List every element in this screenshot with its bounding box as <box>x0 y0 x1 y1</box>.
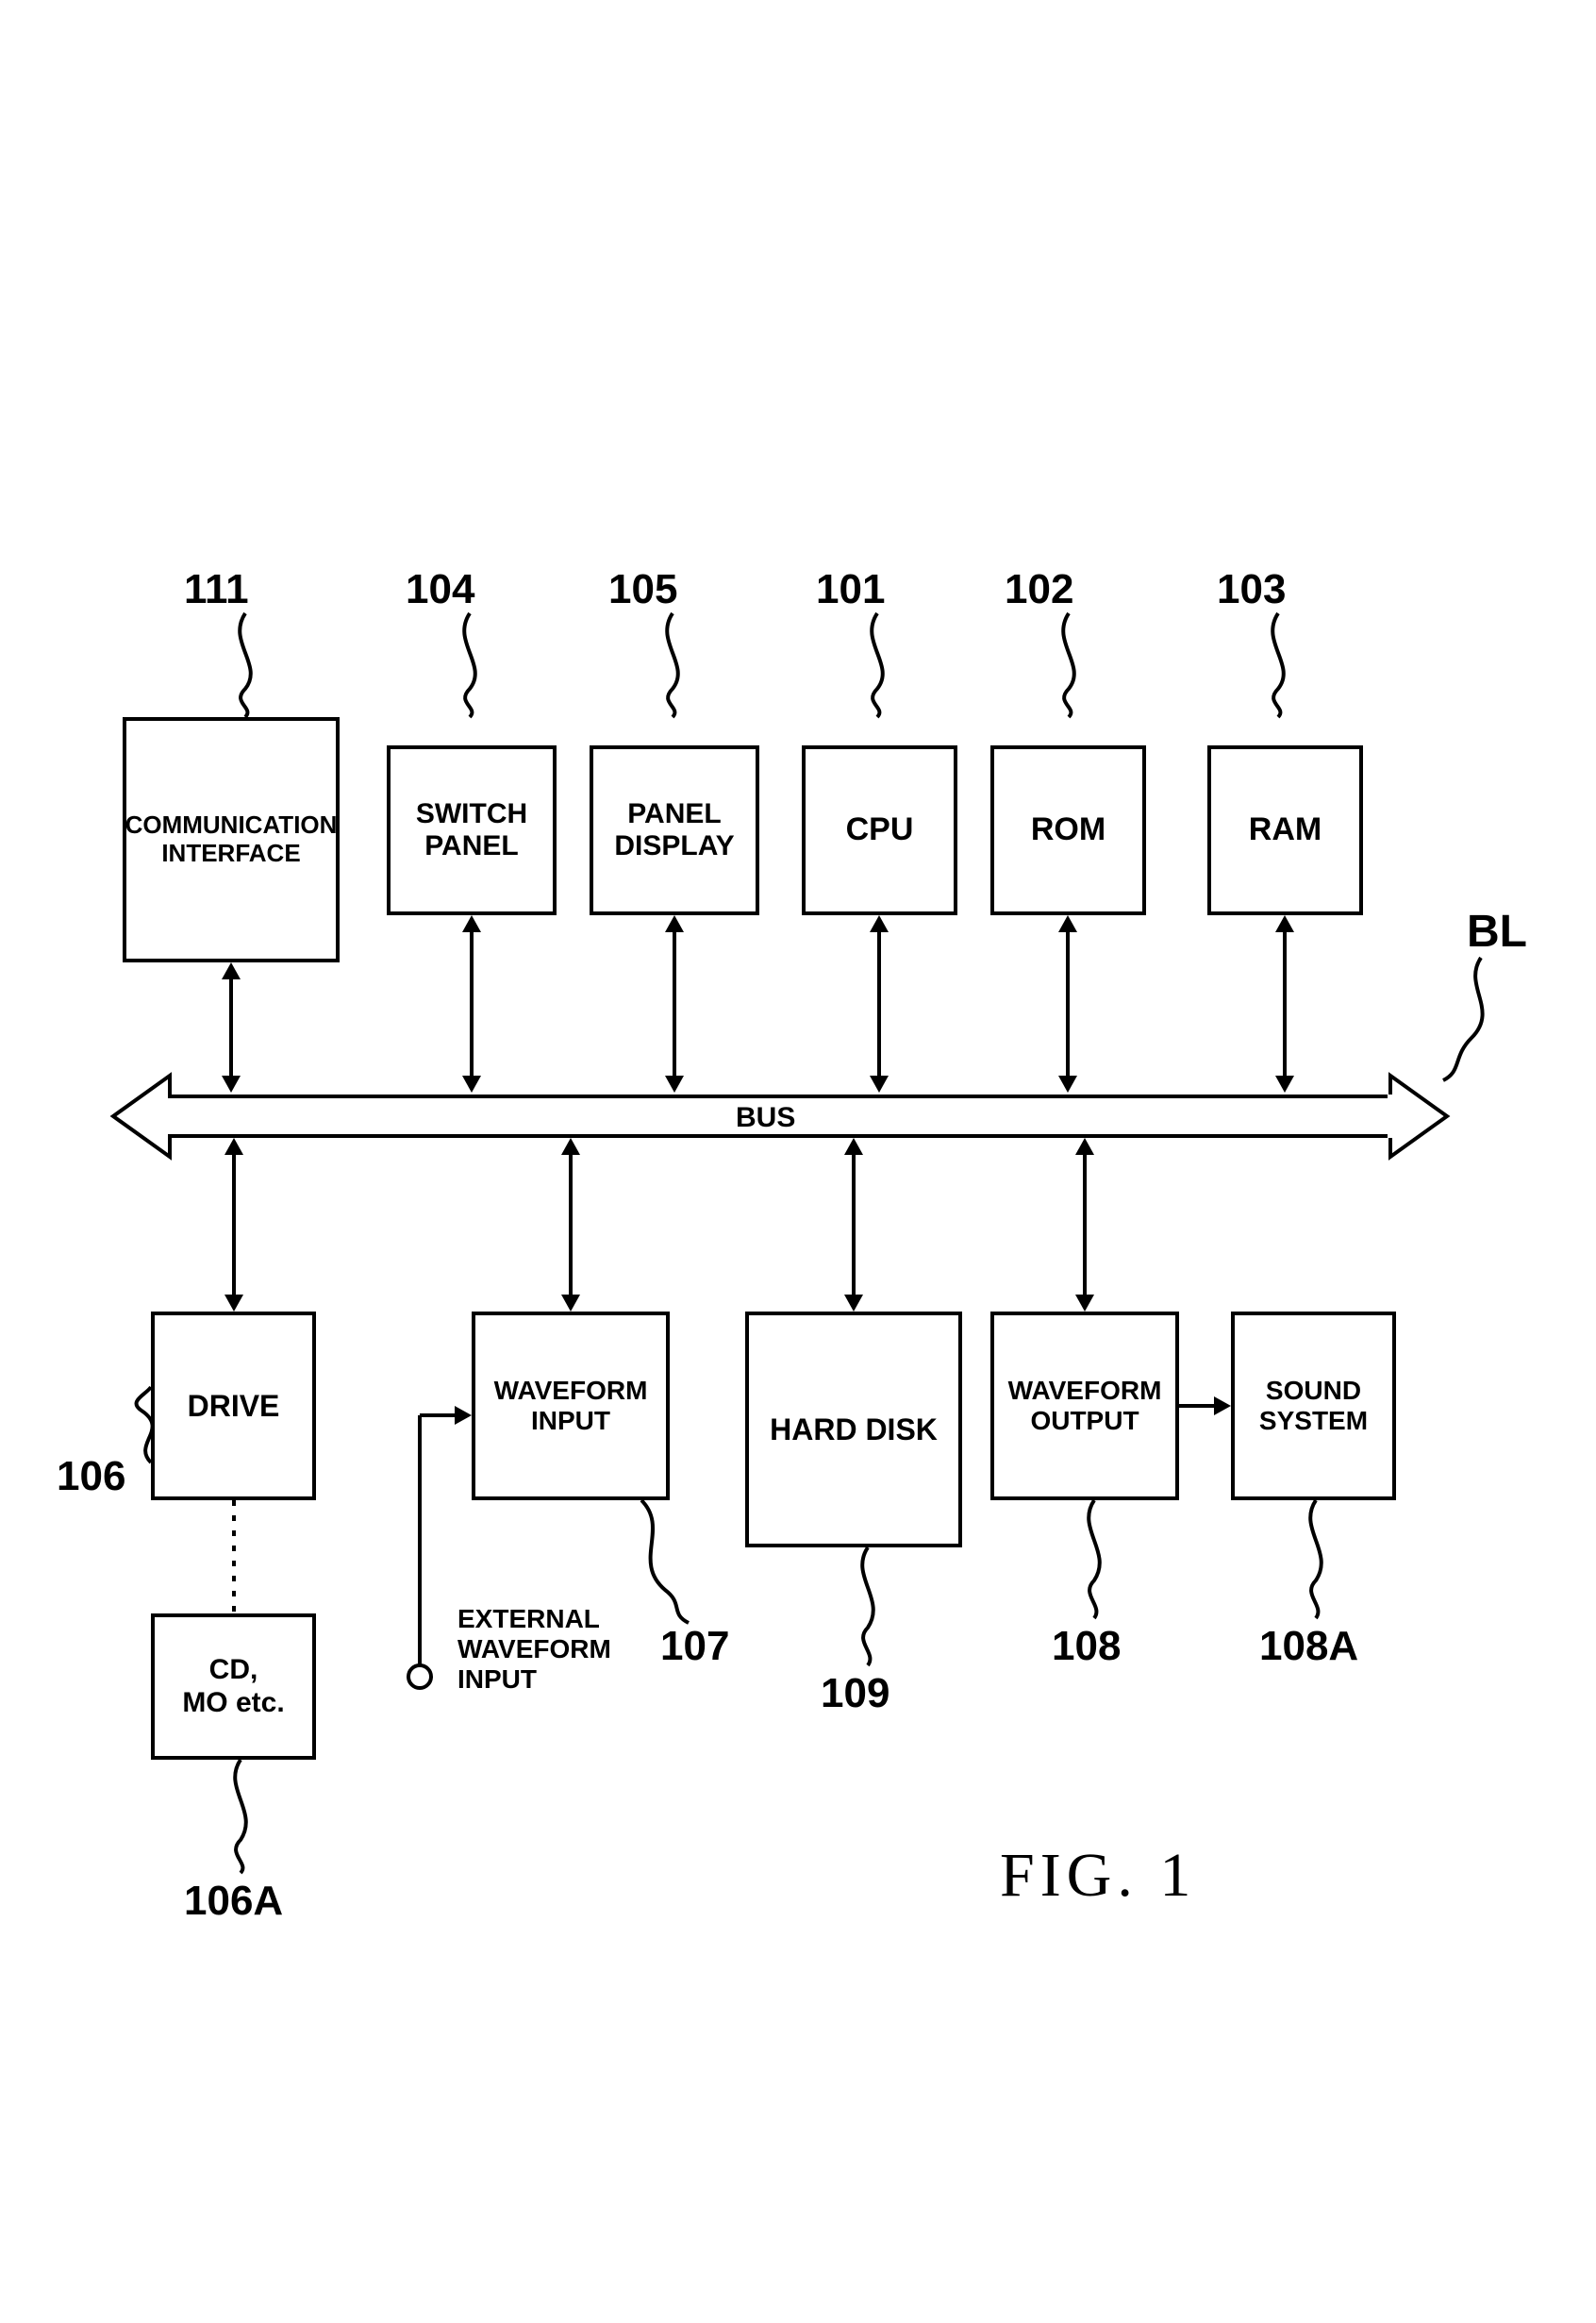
block-ram: RAM <box>1207 745 1363 915</box>
squiggle-106a <box>212 1760 269 1873</box>
squiggle-105 <box>644 613 701 717</box>
bus-arrow-right <box>1388 1076 1447 1157</box>
conn-comm-if <box>217 962 245 1093</box>
ref-107: 107 <box>660 1623 729 1670</box>
diagram-page: 111 104 105 101 102 103 COMMUNICATIONINT… <box>0 0 1596 2323</box>
external-waveform-label: EXTERNALWAVEFORMINPUT <box>457 1604 611 1696</box>
conn-waveform-input <box>557 1138 585 1312</box>
squiggle-107 <box>632 1500 707 1623</box>
block-cpu: CPU <box>802 745 957 915</box>
bus-arrow-left <box>113 1076 172 1157</box>
block-sound-system: SOUNDSYSTEM <box>1231 1312 1396 1500</box>
squiggle-109 <box>840 1547 896 1665</box>
block-waveform-input: WAVEFORMINPUT <box>472 1312 670 1500</box>
figure-caption: FIG. 1 <box>1000 1840 1196 1912</box>
squiggle-111 <box>217 613 274 717</box>
conn-hard-disk <box>840 1138 868 1312</box>
block-drive: DRIVE <box>151 1312 316 1500</box>
ref-106a: 106A <box>184 1878 283 1925</box>
squiggle-bl <box>1434 958 1500 1080</box>
ref-102: 102 <box>1005 566 1073 613</box>
squiggle-108a <box>1288 1500 1344 1618</box>
ref-108a: 108A <box>1259 1623 1358 1670</box>
conn-ram <box>1271 915 1299 1093</box>
block-rom: ROM <box>990 745 1146 915</box>
squiggle-108 <box>1066 1500 1122 1618</box>
conn-panel-display <box>660 915 689 1093</box>
conn-switch-panel <box>457 915 486 1093</box>
squiggle-102 <box>1040 613 1097 717</box>
block-panel-display: PANELDISPLAY <box>590 745 759 915</box>
ref-108: 108 <box>1052 1623 1121 1670</box>
block-waveform-output: WAVEFORMOUTPUT <box>990 1312 1179 1500</box>
conn-drive <box>220 1138 248 1312</box>
block-switch-panel: SWITCHPANEL <box>387 745 557 915</box>
conn-cpu <box>865 915 893 1093</box>
squiggle-106 <box>104 1387 160 1462</box>
bus-inside-label: BUS <box>736 1102 795 1134</box>
squiggle-101 <box>849 613 906 717</box>
conn-drive-to-cdmo <box>220 1500 248 1613</box>
ref-104: 104 <box>406 566 474 613</box>
ref-101: 101 <box>816 566 885 613</box>
squiggle-103 <box>1250 613 1306 717</box>
bus-end-label: BL <box>1467 906 1527 958</box>
ref-105: 105 <box>608 566 677 613</box>
ref-103: 103 <box>1217 566 1286 613</box>
conn-rom <box>1054 915 1082 1093</box>
block-hard-disk: HARD DISK <box>745 1312 962 1547</box>
block-comm-if: COMMUNICATIONINTERFACE <box>123 717 340 962</box>
ref-111: 111 <box>184 566 249 613</box>
block-cd-mo: CD,MO etc. <box>151 1613 316 1760</box>
squiggle-104 <box>441 613 498 717</box>
ref-109: 109 <box>821 1670 889 1717</box>
conn-wout-to-sound <box>1179 1392 1231 1420</box>
conn-waveform-output <box>1071 1138 1099 1312</box>
